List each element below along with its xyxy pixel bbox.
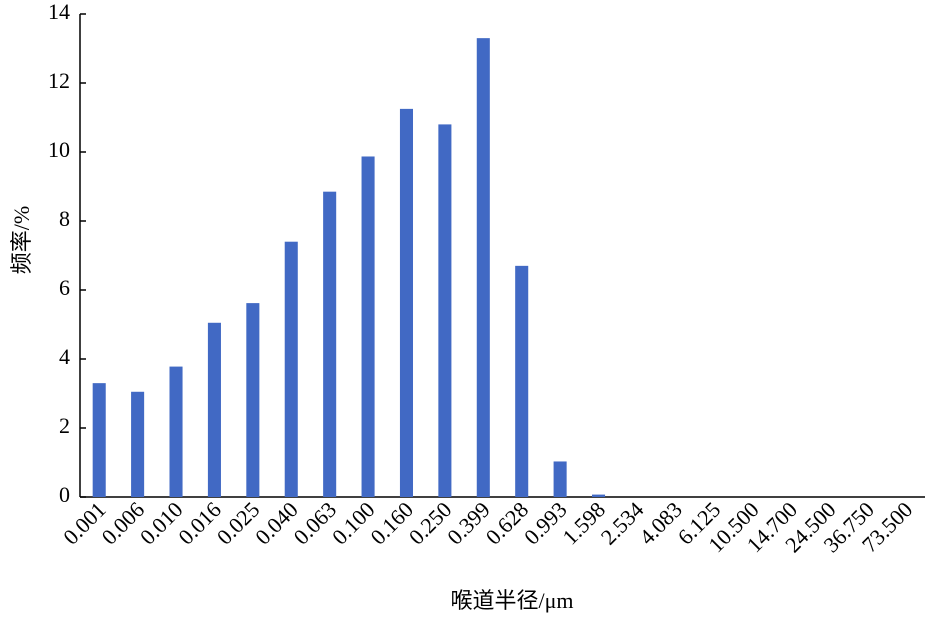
- bar: [476, 38, 490, 498]
- x-tick-label: 0.250: [404, 497, 457, 550]
- bar: [284, 241, 298, 497]
- y-tick-label: 2: [59, 413, 70, 438]
- x-axis-label: 喉道半径/μm: [450, 588, 573, 613]
- x-tick-label: 0.993: [519, 497, 572, 550]
- bar: [169, 366, 183, 497]
- bar: [246, 303, 260, 497]
- y-tick-label: 10: [48, 137, 70, 162]
- y-tick-label: 0: [59, 482, 70, 507]
- bar: [438, 124, 452, 498]
- x-tick-label: 2.534: [596, 497, 649, 550]
- bar: [92, 383, 106, 497]
- x-tick-label: 0.063: [289, 497, 342, 550]
- bar: [361, 156, 375, 498]
- x-tick-label: 0.006: [96, 497, 149, 550]
- y-tick-label: 8: [59, 206, 70, 231]
- x-tick-label: 0.010: [135, 497, 188, 550]
- x-tick-label: 0.628: [481, 497, 534, 550]
- x-tick-label: 0.025: [212, 497, 265, 550]
- y-tick-label: 14: [48, 0, 70, 24]
- bar: [131, 391, 145, 497]
- x-tick-label: 0.399: [442, 497, 495, 550]
- x-tick-label: 0.040: [250, 497, 303, 550]
- bar: [553, 461, 567, 497]
- y-tick-label: 6: [59, 275, 70, 300]
- x-tick-label: 0.100: [327, 497, 380, 550]
- y-axis-label: 频率/%: [9, 206, 34, 274]
- y-tick-label: 12: [48, 68, 70, 93]
- x-tick-label: 0.160: [365, 497, 418, 550]
- x-tick-label: 1.598: [557, 497, 610, 550]
- y-tick-label: 4: [59, 344, 70, 369]
- bar: [515, 265, 529, 497]
- bar: [399, 108, 414, 497]
- bar: [591, 494, 606, 497]
- bar: [323, 191, 337, 498]
- bar: [207, 322, 221, 497]
- x-tick-label: 4.083: [634, 497, 687, 550]
- x-tick-label: 0.016: [173, 497, 226, 550]
